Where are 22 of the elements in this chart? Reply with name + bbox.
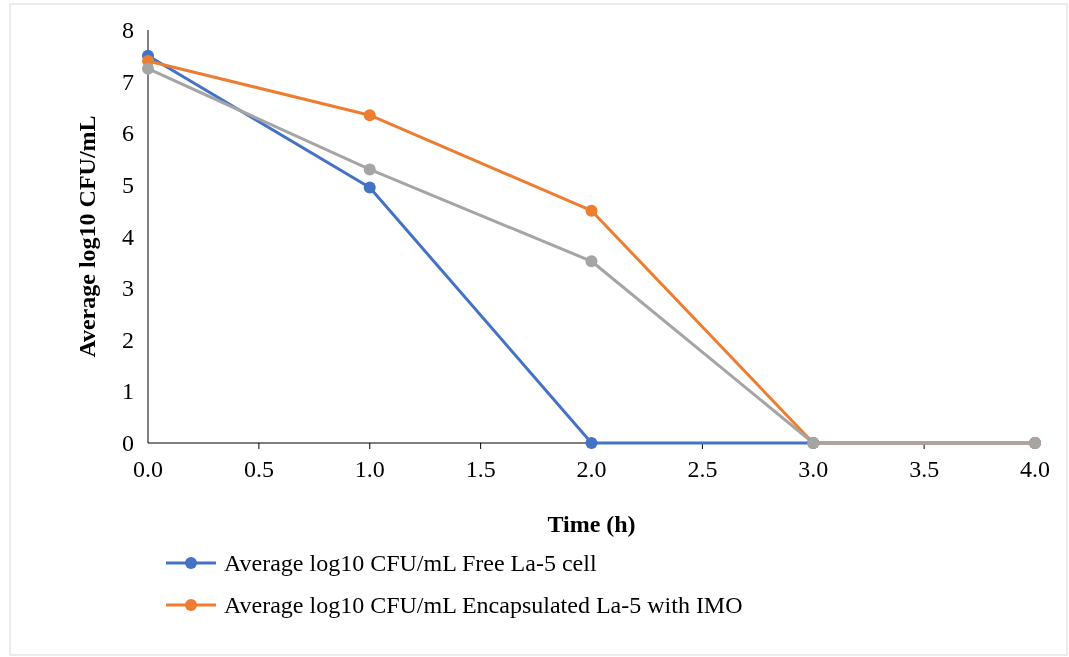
y-tick-label: 1: [122, 378, 134, 405]
x-tick-label: 3.0: [798, 456, 829, 482]
x-tick-label: 3.5: [909, 456, 940, 482]
y-tick-label: 4: [122, 223, 134, 250]
x-tick-label: 1.0: [354, 456, 385, 482]
x-tick-label: 4.0: [1020, 456, 1050, 482]
y-tick-label: 8: [122, 17, 134, 43]
y-axis-title: Average log10 CFU/mL: [74, 115, 100, 358]
y-tick-label: 0: [122, 430, 134, 456]
legend-label: Average log10 CFU/mL Free La-5 cell: [224, 550, 597, 577]
y-tick-label: 3: [122, 275, 134, 302]
legend-label: Average log10 CFU/mL Encapsulated La-5 with IMO: [224, 592, 743, 619]
y-tick-label: 7: [122, 68, 134, 95]
y-tick-label: 5: [122, 171, 134, 198]
x-tick-label: 2.5: [687, 456, 718, 482]
x-axis-title: Time (h): [547, 511, 636, 537]
x-tick-label: 1.5: [465, 456, 496, 482]
y-tick-label: 2: [122, 326, 134, 353]
x-tick-label: 0.0: [133, 456, 163, 482]
x-tick-label: 2.0: [576, 456, 607, 482]
y-tick-label: 6: [122, 120, 134, 147]
x-tick-label: 0.5: [243, 456, 274, 482]
